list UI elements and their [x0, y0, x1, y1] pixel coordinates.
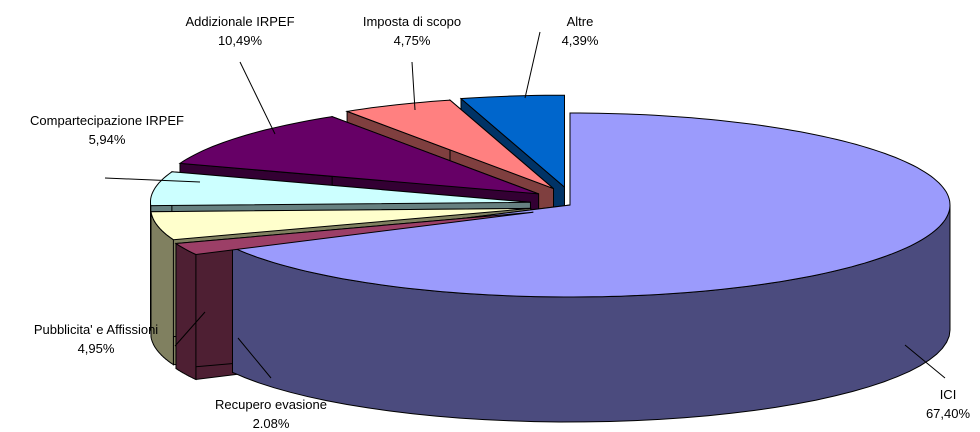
- leader-addizionale-irpef: [239, 61, 276, 135]
- slice-label-pubblicita-affissioni: Pubblicita' e Affissioni: [34, 322, 158, 337]
- label-compartecipazione-irpef: Compartecipazione IRPEF 5,94%: [30, 113, 184, 147]
- leader-lines: [104, 31, 946, 379]
- label-ici: ICI 67,40%: [926, 387, 971, 421]
- slice-value-compartecipazione-irpef: 5,94%: [89, 132, 126, 147]
- label-pubblicita-affissioni: Pubblicita' e Affissioni 4,95%: [34, 322, 158, 356]
- label-recupero-evasione: Recupero evasione 2.08%: [215, 397, 327, 431]
- label-altre: Altre 4,39%: [562, 14, 599, 48]
- slice-label-compartecipazione-irpef: Compartecipazione IRPEF: [30, 113, 184, 128]
- slice-value-pubblicita-affissioni: 4,95%: [78, 341, 115, 356]
- slice-value-recupero-evasione: 2.08%: [253, 416, 290, 431]
- leader-compartecipazione-irpef: [104, 177, 201, 183]
- leader-altre: [524, 31, 541, 99]
- slice-label-altre: Altre: [567, 14, 594, 29]
- slice-label-addizionale-irpef: Addizionale IRPEF: [185, 14, 294, 29]
- label-imposta-di-scopo: Imposta di scopo 4,75%: [363, 14, 461, 48]
- slice-addizionale-irpef: [178, 116, 539, 195]
- leader-imposta-di-scopo: [411, 61, 416, 111]
- slice-label-ici: ICI: [940, 387, 957, 402]
- pie-tops: [150, 94, 951, 298]
- slice-ici: [230, 112, 951, 298]
- slice-label-recupero-evasione: Recupero evasione: [215, 397, 327, 412]
- slice-label-imposta-di-scopo: Imposta di scopo: [363, 14, 461, 29]
- leader-ici: [904, 344, 946, 379]
- slice-altre: [459, 94, 566, 189]
- slice-pubblicita-e-affissioni: [150, 207, 531, 241]
- slice-recupero-evasione: [174, 211, 534, 256]
- leader-pubblicita-e-affissioni: [174, 311, 206, 347]
- leader-recupero-evasione: [237, 337, 272, 379]
- slice-compartecipazione-irpef: [150, 171, 531, 207]
- slice-side-recupero-evasione-0: [175, 242, 197, 381]
- slice-value-ici: 67,40%: [926, 406, 971, 421]
- slice-value-imposta-di-scopo: 4,75%: [394, 33, 431, 48]
- label-addizionale-irpef: Addizionale IRPEF 10,49%: [185, 14, 294, 48]
- slice-value-altre: 4,39%: [562, 33, 599, 48]
- slice-value-addizionale-irpef: 10,49%: [218, 33, 263, 48]
- slice-imposta-di-scopo: [345, 99, 554, 190]
